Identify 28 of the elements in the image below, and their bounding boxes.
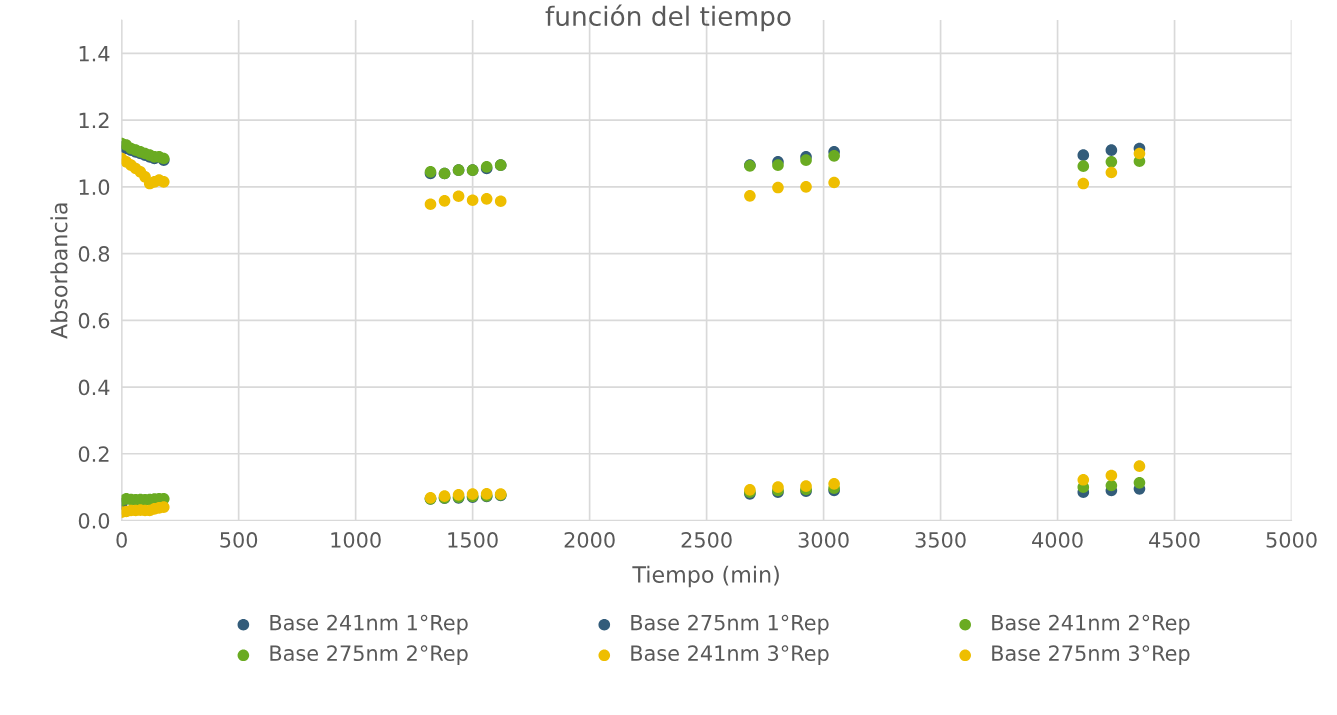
legend-label: Base 275nm 3°Rep — [992, 645, 1190, 666]
legend-label: Base 241nm 3°Rep — [631, 645, 829, 666]
x-tick-label: 4500 — [1149, 532, 1200, 548]
y-axis-title: Absorbancia — [50, 203, 68, 339]
x-tick-label: 500 — [220, 532, 258, 548]
x-tick-label: 3500 — [915, 532, 966, 548]
x-tick-label: 4000 — [1032, 532, 1083, 548]
legend-label: Base 241nm 2°Rep — [992, 614, 1190, 635]
y-tick-label: 0.0 — [78, 512, 110, 529]
y-tick-label: 1.2 — [79, 112, 109, 129]
x-tick-label: 3000 — [798, 532, 849, 548]
y-tick-label: 0.2 — [78, 446, 109, 462]
legend-label: Base 241nm 1°Rep — [270, 614, 468, 635]
y-tick-label: 0.8 — [78, 246, 110, 262]
y-tick-label: 0.4 — [78, 379, 110, 396]
y-tick-label: 1.0 — [79, 179, 110, 196]
chart-title: función del tiempo — [545, 4, 791, 32]
y-tick-label: 1.4 — [79, 46, 110, 62]
x-tick-label: 2500 — [681, 532, 732, 548]
legend-label: Base 275nm 2°Rep — [270, 645, 468, 666]
y-tick-label: 0.6 — [78, 312, 110, 329]
x-tick-label: 1500 — [448, 532, 498, 548]
x-axis-title: Tiempo (min) — [632, 565, 779, 588]
x-tick-label: 1000 — [331, 532, 381, 548]
x-tick-label: 5000 — [1266, 532, 1317, 548]
x-tick-label: 2000 — [564, 532, 615, 548]
x-tick-label: 0 — [116, 532, 127, 548]
legend-label: Base 275nm 1°Rep — [631, 614, 829, 635]
